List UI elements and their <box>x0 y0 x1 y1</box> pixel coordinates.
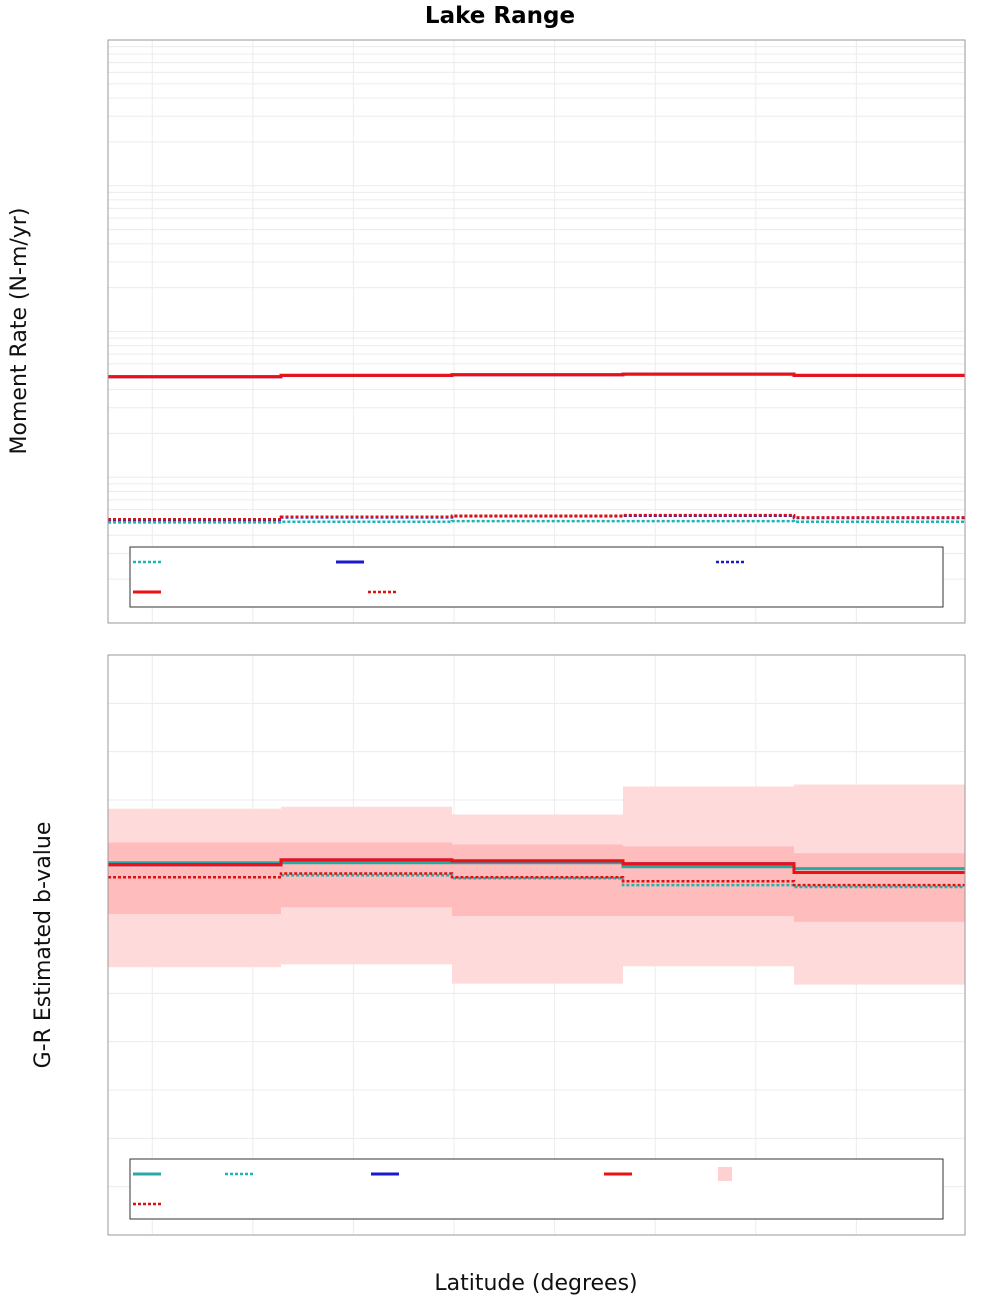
b-value-series <box>108 858 965 889</box>
moment-rate-panel: Moment Rate (N-m/yr) <box>7 39 966 624</box>
legend-swatch <box>718 1167 732 1181</box>
moment-rate-series-4 <box>108 513 965 521</box>
b-value-panel: G-R Estimated b-value Latitude (degrees) <box>31 654 966 1296</box>
b-value-legend-box <box>129 1158 944 1220</box>
b-value-bands <box>108 784 965 985</box>
b-value-legend <box>129 1158 944 1220</box>
moment-rate-grid <box>108 40 965 624</box>
moment-rate-series-0 <box>108 519 965 524</box>
band-p16-p84 <box>452 844 624 916</box>
moment-rate-plot-frame <box>107 39 966 624</box>
b-value-series-3 <box>108 858 965 874</box>
b-value-series-4 <box>108 872 965 887</box>
moment-rate-series <box>108 372 965 524</box>
b-value-plot-frame <box>107 654 966 1236</box>
x-axis-label: Latitude (degrees) <box>434 1271 637 1296</box>
moment-rate-y-label: Moment Rate (N-m/yr) <box>7 208 32 455</box>
moment-rate-legend-box <box>129 546 944 608</box>
b-value-y-label: G-R Estimated b-value <box>31 822 56 1069</box>
moment-rate-series-3 <box>108 372 965 379</box>
moment-rate-legend <box>129 546 944 608</box>
chart-title: Lake Range <box>425 3 575 29</box>
